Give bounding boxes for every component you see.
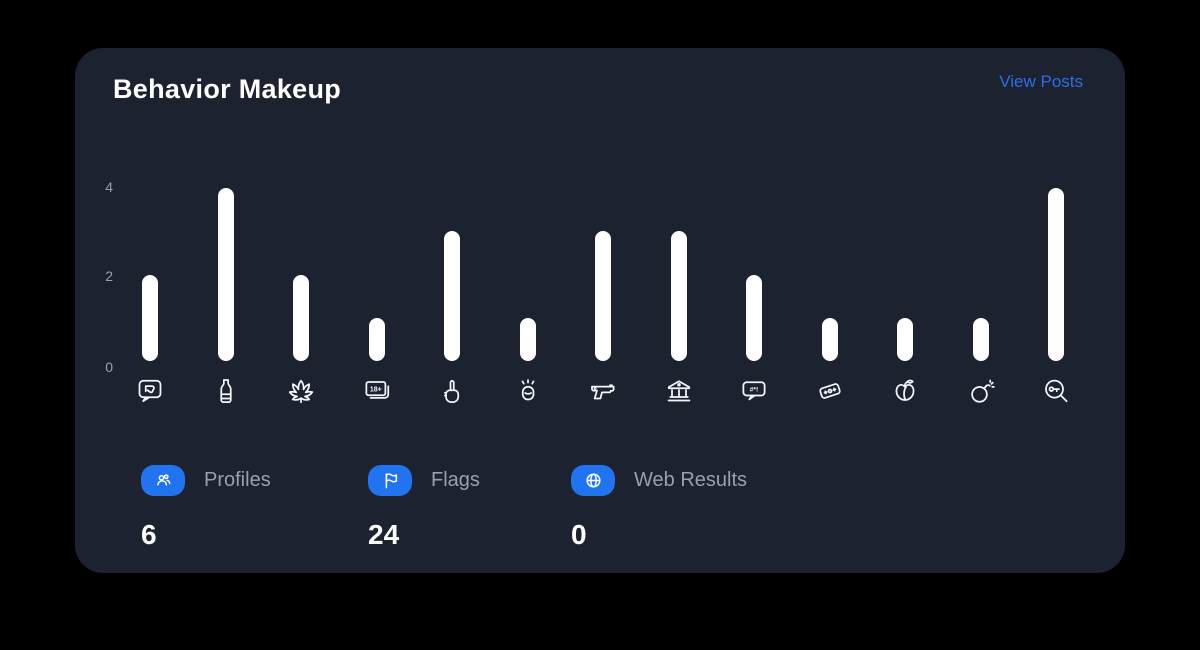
bar <box>595 231 611 361</box>
stat-label: Web Results <box>634 469 748 491</box>
razor-blade-icon <box>818 383 841 399</box>
gun-icon <box>591 384 615 400</box>
svg-text:#*!: #*! <box>750 387 759 394</box>
profiles-badge <box>141 465 185 496</box>
view-posts-link[interactable]: View Posts <box>999 72 1083 91</box>
stat-value: 0 <box>571 519 587 550</box>
bar-chart <box>135 188 1071 361</box>
stat-web-results: Web Results 0 <box>571 465 747 551</box>
x-axis-category-icons: 18+ #*! <box>135 375 1071 407</box>
bar <box>1048 188 1064 361</box>
bar <box>897 317 913 361</box>
stat-label: Profiles <box>204 469 271 491</box>
y-axis-tick: 4 <box>105 179 113 195</box>
behavior-makeup-card: Behavior Makeup View Posts 4 2 0 <box>75 48 1125 573</box>
bar <box>142 274 158 361</box>
peach-icon <box>895 379 915 401</box>
bar <box>670 231 687 361</box>
bar <box>293 274 309 361</box>
middle-finger-icon <box>444 380 460 403</box>
page-title: Behavior Makeup <box>113 74 342 104</box>
flag-icon <box>385 473 397 489</box>
flags-badge <box>368 465 412 496</box>
y-axis-tick: 2 <box>105 268 113 284</box>
bar <box>217 188 234 361</box>
stat-value: 6 <box>141 519 157 550</box>
stat-flags: Flags 24 <box>368 465 480 551</box>
web-results-badge <box>571 465 615 496</box>
bar <box>444 231 460 361</box>
bar <box>972 317 989 361</box>
y-axis-tick: 0 <box>105 359 113 375</box>
bar <box>519 317 536 361</box>
bar <box>368 317 385 361</box>
cannabis-leaf-icon <box>288 379 314 404</box>
stat-profiles: Profiles 6 <box>141 465 271 551</box>
key-search-icon <box>1045 379 1068 403</box>
punch-fist-icon <box>521 379 534 401</box>
svg-text:18+: 18+ <box>369 386 381 393</box>
stat-label: Flags <box>431 469 480 491</box>
stat-value: 24 <box>368 519 400 550</box>
bar <box>746 274 762 361</box>
bar <box>821 317 838 361</box>
bomb-icon <box>970 379 995 403</box>
thumbs-down-bubble-icon <box>138 379 162 402</box>
stats-row: Profiles 6 Flags 24 <box>75 465 1125 555</box>
alcohol-bottle-icon <box>219 379 232 403</box>
profanity-bubble-icon: #*! <box>742 381 766 401</box>
globe-icon <box>585 473 601 488</box>
adult-18-plus-icon: 18+ <box>365 381 389 399</box>
bank-building-icon <box>667 380 690 402</box>
profiles-users-icon <box>156 474 170 486</box>
